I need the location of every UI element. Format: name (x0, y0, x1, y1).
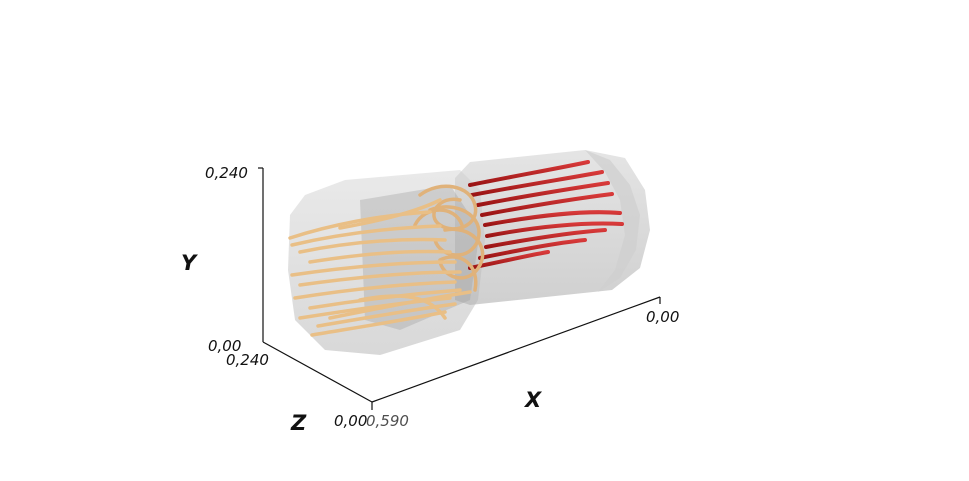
x-axis-tick-min: 0,590 (366, 412, 409, 430)
streamline-red (478, 238, 587, 260)
streamline-tan (310, 310, 447, 337)
streamline-tan (328, 290, 472, 320)
z-axis-tick-min: 0,00 (334, 412, 367, 430)
swirl-loop (438, 255, 478, 292)
streamline-tan (308, 249, 452, 264)
swirl-loop (413, 208, 464, 227)
x-axis-tick-zero: 0,00 (646, 308, 679, 326)
streamline-tan (316, 302, 457, 328)
streamline-red (483, 210, 622, 227)
streamline-tan (288, 210, 432, 240)
streamline-tan (298, 270, 462, 287)
streamline-red (484, 228, 607, 249)
streamline-red (485, 221, 624, 238)
streamline-tan (358, 294, 447, 320)
z-axis-tick-max: 0,240 (226, 351, 269, 369)
x-axis-title: X (523, 388, 543, 412)
y-axis-title: Y (181, 251, 198, 275)
inlet-streamlines (288, 198, 472, 337)
z-axis-line (262, 341, 373, 403)
streamline-red (470, 170, 604, 197)
y-axis-tick-min: 0,00 (208, 337, 241, 355)
swirl-loop (438, 227, 485, 280)
pipe-rear-cap (585, 150, 640, 292)
streamline-red (480, 192, 614, 217)
streamline-red (468, 160, 590, 187)
axes: Y Z X 0,240 0,00 0,240 0,00 0,590 0,00 (181, 164, 679, 435)
streamline-tan (290, 260, 457, 277)
streamline-tan (298, 237, 447, 254)
streamline-red (476, 181, 610, 207)
streamline-tan (293, 280, 457, 300)
z-axis-title: Z (290, 411, 307, 435)
streamline-tan (290, 224, 442, 247)
x-axis-line (371, 296, 661, 403)
streamline-tan (338, 198, 442, 230)
y-axis-tick-max: 0,240 (205, 164, 248, 182)
